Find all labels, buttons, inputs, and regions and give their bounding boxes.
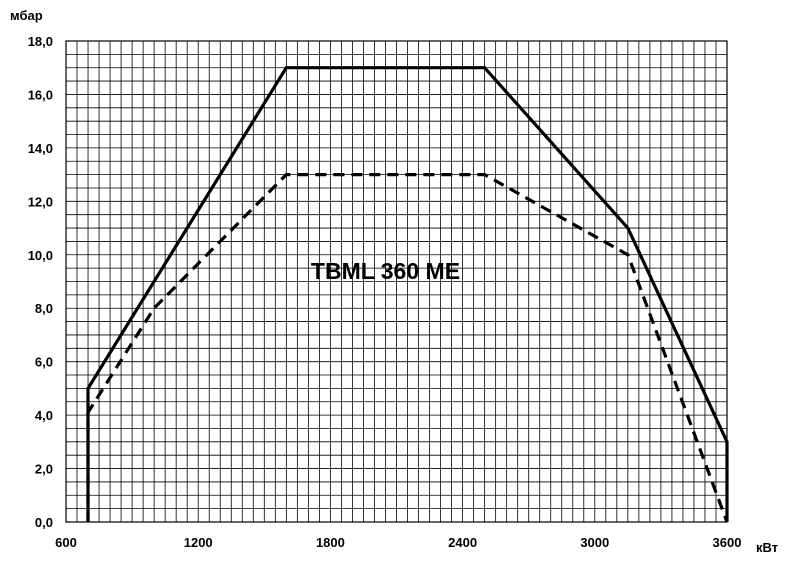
grid — [66, 41, 727, 522]
y-tick-label: 10,0 — [28, 248, 53, 263]
y-tick-labels: 0,0 2,0 4,0 6,0 8,0 10,0 12,0 14,0 16,0 18,0 — [28, 34, 53, 530]
y-tick-label: 14,0 — [28, 141, 53, 156]
y-tick-label: 8,0 — [35, 301, 53, 316]
x-tick-labels: 600 1200 1800 2400 3000 3600 — [55, 535, 741, 550]
y-tick-label: 6,0 — [35, 355, 53, 370]
y-tick-label: 18,0 — [28, 34, 53, 49]
y-axis-label: мбар — [10, 8, 43, 23]
plot-frame — [65, 40, 728, 523]
series-line-solid — [86, 66, 729, 522]
y-tick-label: 12,0 — [28, 194, 53, 209]
x-tick-label: 2400 — [448, 535, 477, 550]
y-tick-label: 4,0 — [35, 408, 53, 423]
x-tick-label: 1200 — [184, 535, 213, 550]
series-group — [86, 66, 729, 523]
model-annotation: TBML 360 ME — [311, 258, 460, 284]
x-tick-label: 600 — [55, 535, 77, 550]
y-tick-label: 16,0 — [28, 87, 53, 102]
series-line-dashed — [86, 173, 729, 523]
x-tick-label: 3600 — [713, 535, 742, 550]
y-tick-label: 0,0 — [35, 515, 53, 530]
x-tick-label: 1800 — [316, 535, 345, 550]
y-tick-label: 2,0 — [35, 462, 53, 477]
x-tick-label: 3000 — [580, 535, 609, 550]
x-axis-label: кВт — [756, 540, 778, 555]
